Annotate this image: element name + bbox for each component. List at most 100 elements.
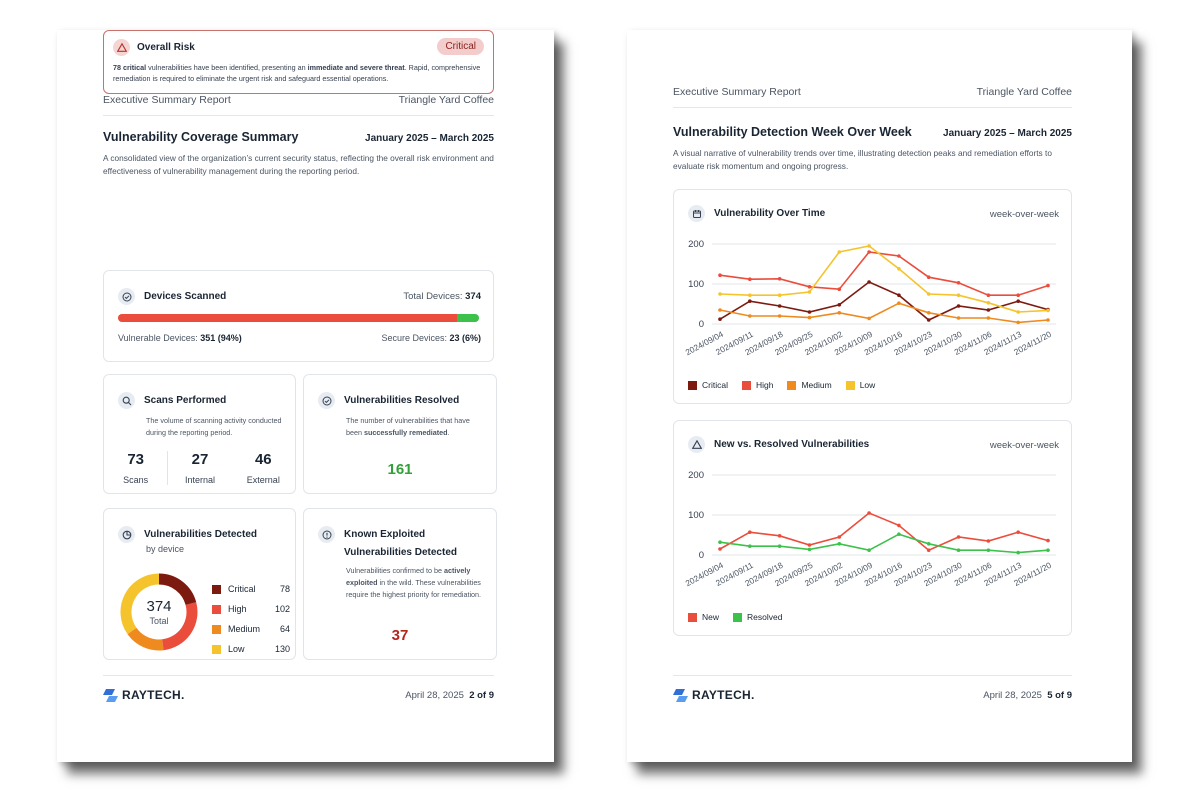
data-point-medium [897,301,901,305]
page-description: A consolidated view of the organization’… [103,153,494,176]
legend-label: Low [859,380,876,390]
vulnerabilities-detected-title: Vulnerabilities Detected [144,529,257,540]
data-point-critical [986,308,991,312]
data-point-new [1046,538,1050,543]
donut-slice-medium [127,627,164,651]
legend-label: High [755,380,774,390]
data-point-new [807,543,812,547]
stat-external: 46 External [246,451,280,485]
legend-item-critical: Critical [688,380,728,390]
data-point-medium [1016,320,1020,325]
data-point-resolved [748,544,752,548]
data-point-resolved [1046,548,1050,552]
y-tick-label: 200 [688,470,704,481]
warning-icon [113,39,130,56]
data-point-critical [718,317,722,321]
data-point-high [718,273,722,277]
legend-item-medium: Medium [787,380,832,390]
report-page-2: Executive Summary Report Triangle Yard C… [57,30,554,762]
data-point-medium [777,314,782,318]
series-line-high [719,251,1049,296]
legend-item-high: High [741,380,774,390]
secure-devices: Secure Devices: 23 (6%) [381,333,481,343]
page-header: Executive Summary Report Triangle Yard C… [673,86,1072,108]
overall-risk-title: Overall Risk [137,42,195,53]
legend-swatch [212,584,221,594]
data-point-resolved [718,540,722,544]
data-point-new [986,539,991,543]
vulnerabilities-resolved-card: Vulnerabilities Resolved The number of v… [303,374,497,494]
series-line-resolved [719,533,1049,554]
data-point-low [748,293,752,297]
legend-item-high: High 102 [212,599,290,619]
known-exploited-card: Known Exploited Vulnerabilities Detected… [303,508,497,660]
report-page-5: Executive Summary Report Triangle Yard C… [627,30,1132,762]
logo-text: RAYTECH. [122,688,185,702]
data-point-critical [807,310,812,314]
legend-value: 130 [274,644,290,654]
data-point-resolved [926,542,931,546]
donut-slice-critical [158,573,197,606]
detected-subtitle: by device [146,544,185,554]
alert-circle-icon [318,526,335,543]
legend-label: Critical [228,584,256,594]
data-point-medium [867,316,871,321]
scans-description: The volume of scanning activity conducte… [146,416,282,437]
legend-label: New [702,612,720,622]
legend-label: Medium [801,380,832,390]
data-point-critical [956,304,961,308]
check-circle-icon [118,288,135,305]
legend-swatch [741,380,751,390]
chart-legend: Critical High Medium Low [688,380,875,390]
legend-swatch [212,604,221,614]
footer-date: April 28, 2025 2 of 9 [405,690,494,701]
legend-item-medium: Medium 64 [212,619,290,639]
data-point-low [807,290,812,294]
resolved-count: 161 [387,461,413,478]
company-name: Triangle Yard Coffee [976,86,1072,98]
company-name: Triangle Yard Coffee [398,94,494,106]
scans-performed-title: Scans Performed [144,395,227,406]
logo-text: RAYTECH. [692,688,755,702]
data-point-medium [837,311,842,315]
data-point-medium [1046,318,1050,322]
data-point-medium [748,314,752,318]
legend-swatch [212,644,221,654]
vulnerability-line-chart: 01002002024/09/042024/09/112024/09/18202… [684,239,1056,357]
check-circle-icon [318,392,335,409]
legend-swatch [845,380,855,390]
overall-risk-text: 78 critical vulnerabilities have been id… [113,63,481,83]
page-header: Executive Summary Report Triangle Yard C… [103,94,494,116]
y-tick-label: 100 [688,510,704,521]
report-title: Executive Summary Report [673,86,801,98]
vulnerable-devices: Vulnerable Devices: 351 (94%) [118,333,242,343]
data-point-low [897,267,901,271]
chart-frequency: week-over-week [989,209,1059,220]
legend-value: 64 [279,624,290,634]
data-point-low [718,292,722,296]
new-resolved-line-chart: 01002002024/09/042024/09/112024/09/18202… [684,470,1056,588]
legend-label: Medium [228,624,261,634]
scans-performed-card: Scans Performed The volume of scanning a… [103,374,296,494]
data-point-high [777,277,782,281]
chart-title: New vs. Resolved Vulnerabilities [714,439,870,450]
date-range: January 2025 – March 2025 [365,133,494,144]
legend-swatch [212,624,221,634]
data-point-resolved [1016,550,1020,555]
y-tick-label: 0 [699,319,704,330]
page-title: Vulnerability Detection Week Over Week [673,125,912,139]
data-point-high [807,285,812,289]
data-point-high [1046,283,1050,288]
known-exploited-count: 37 [391,627,409,644]
data-point-resolved [837,542,842,546]
devices-scanned-card: Devices Scanned Total Devices: 374 Vulne… [103,270,494,362]
data-point-high [986,293,991,297]
data-point-new [897,523,901,528]
data-point-resolved [867,548,871,552]
data-point-low [1016,310,1020,314]
footer-date: April 28, 2025 5 of 9 [983,690,1072,701]
stat-internal: 27 Internal [167,451,231,485]
vulnerability-over-time-card: Vulnerability Over Time week-over-week 0… [673,189,1072,404]
legend-label: High [228,604,247,614]
data-point-medium [807,315,812,320]
